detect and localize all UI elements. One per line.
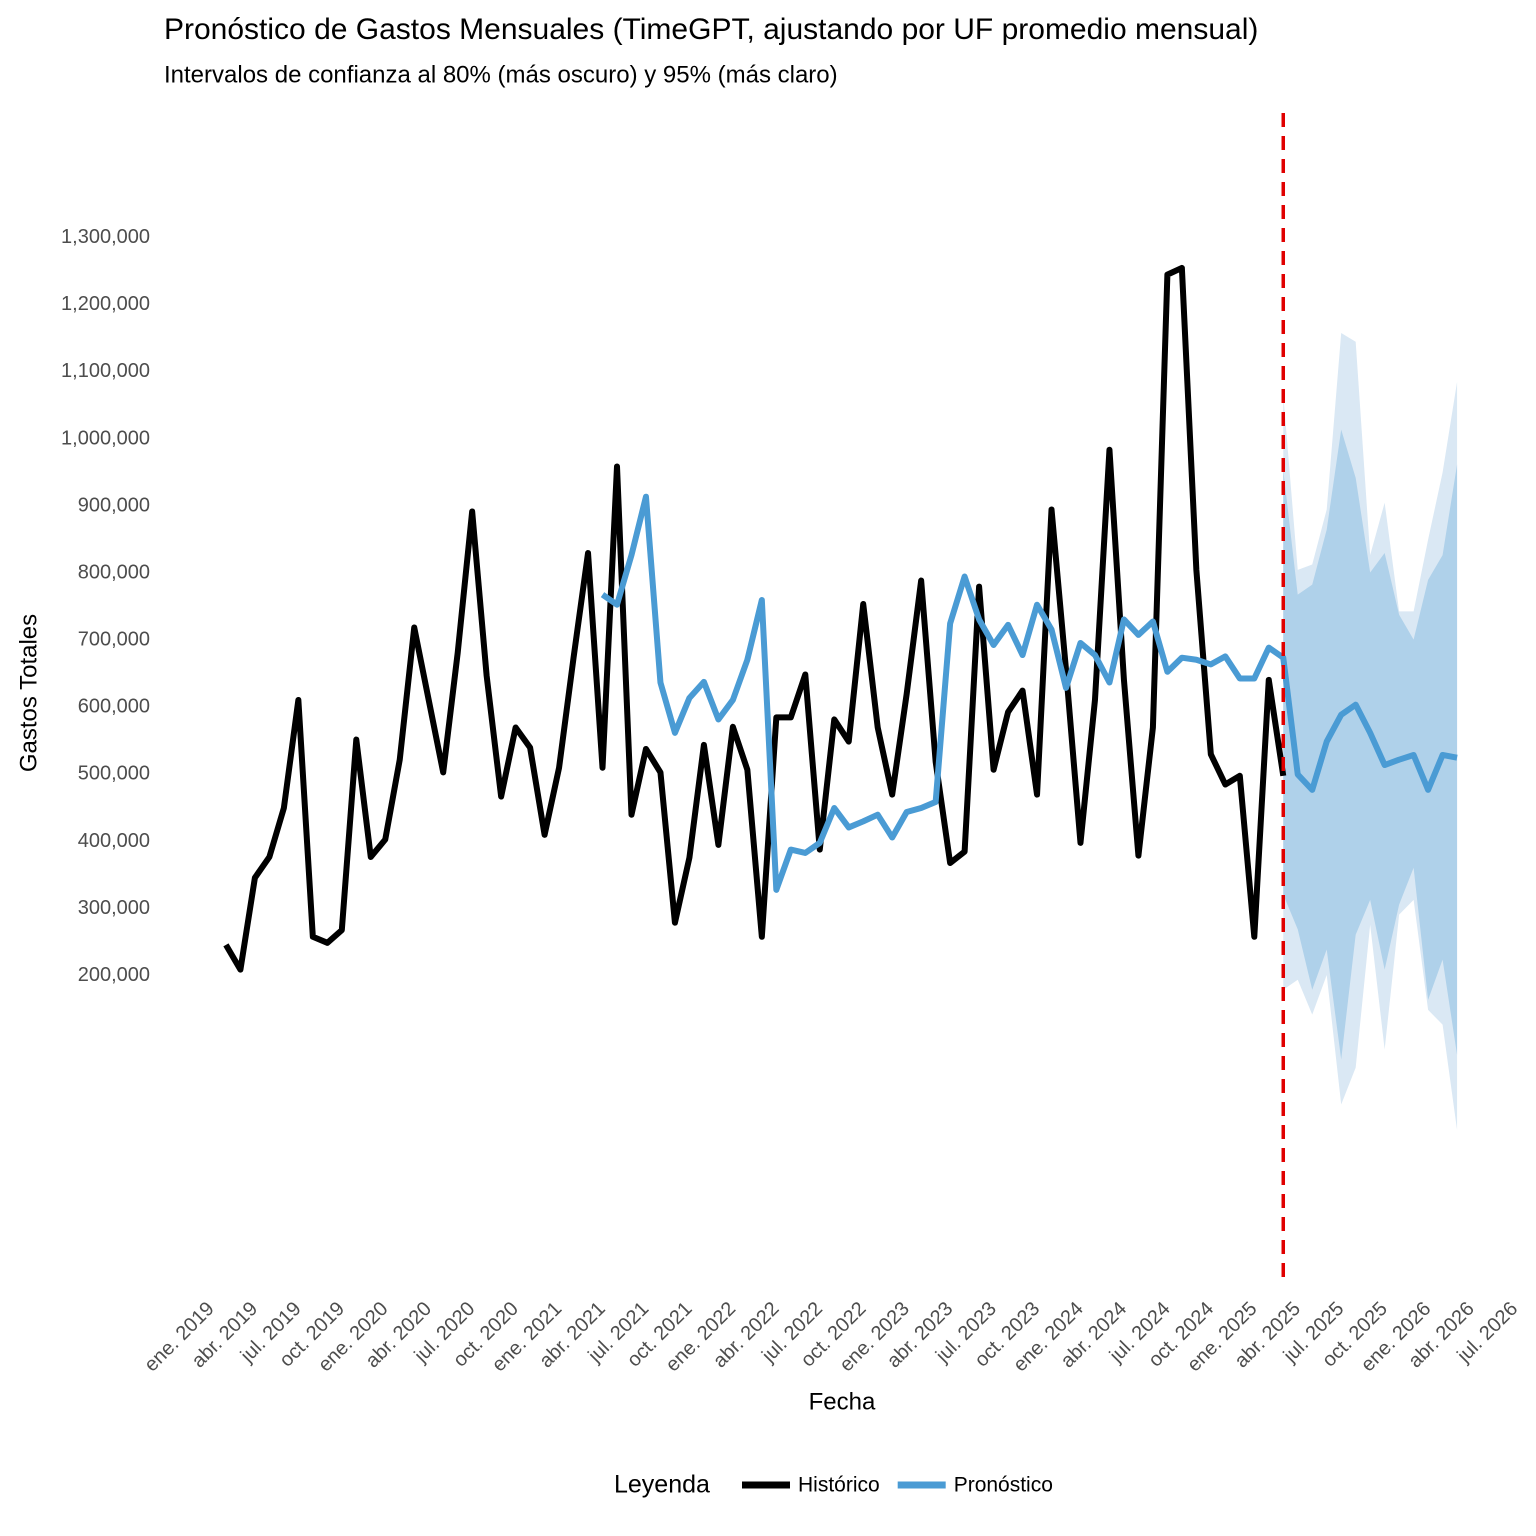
y-tick-label: 700,000 [78,629,150,651]
y-tick-label: 300,000 [78,897,150,919]
legend-label: Pronóstico [954,1474,1053,1497]
y-tick-label: 1,300,000 [61,226,150,248]
y-tick-label: 1,100,000 [61,360,150,382]
y-tick-label: 600,000 [78,696,150,718]
y-tick-label: 400,000 [78,830,150,852]
y-tick-label: 500,000 [78,763,150,785]
chart-title: Pronóstico de Gastos Mensuales (TimeGPT,… [164,13,1258,46]
y-axis-title: Gastos Totales [15,614,42,772]
series-line [600,493,1458,893]
chart-subtitle: Intervalos de confianza al 80% (más oscu… [164,61,838,88]
confidence-band [1283,429,1458,1060]
y-tick-label: 800,000 [78,561,150,583]
legend-title: Leyenda [614,1471,710,1499]
y-tick-label: 1,000,000 [61,427,150,449]
y-tick-label: 900,000 [78,494,150,516]
series-line [223,264,1287,973]
y-tick-label: 1,200,000 [61,293,150,315]
x-axis-title: Fecha [809,1388,876,1415]
legend-label: Histórico [798,1474,880,1497]
y-tick-label: 200,000 [78,964,150,986]
